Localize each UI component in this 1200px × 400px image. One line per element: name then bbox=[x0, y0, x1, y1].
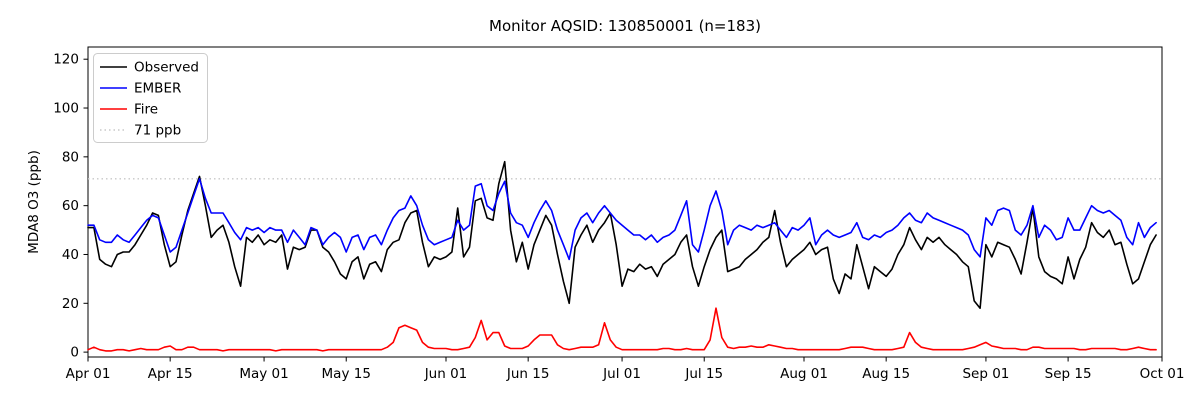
x-tick-label: May 15 bbox=[322, 366, 371, 382]
series-line-observed bbox=[87, 160, 1157, 310]
y-axis-ticks: 0 20 40 60 80 100 120 bbox=[53, 52, 88, 361]
y-tick-label: 60 bbox=[62, 198, 79, 214]
y-tick-label: 20 bbox=[62, 296, 79, 312]
y-tick-label: 80 bbox=[62, 149, 79, 165]
plot-frame bbox=[87, 46, 1163, 358]
chart-title: Monitor AQSID: 130850001 (n=183) bbox=[489, 17, 761, 35]
x-tick-label: Jul 15 bbox=[684, 366, 723, 382]
y-axis-label: MDA8 O3 (ppb) bbox=[26, 150, 42, 254]
legend-label-observed: Observed bbox=[134, 60, 199, 76]
legend-label-fire: Fire bbox=[134, 102, 158, 118]
series-lines bbox=[87, 160, 1157, 352]
x-tick-label: Sep 15 bbox=[1045, 366, 1092, 382]
x-tick-label: Sep 01 bbox=[962, 366, 1009, 382]
series-line-ember bbox=[87, 178, 1157, 261]
x-tick-label: Jul 01 bbox=[602, 366, 641, 382]
y-tick-label: 40 bbox=[62, 247, 79, 263]
x-tick-label: May 01 bbox=[239, 366, 288, 382]
x-tick-label: Aug 15 bbox=[862, 366, 910, 382]
x-tick-label: Aug 01 bbox=[780, 366, 828, 382]
x-tick-label: Apr 01 bbox=[66, 366, 111, 382]
x-tick-label: Apr 15 bbox=[148, 366, 193, 382]
x-tick-label: Oct 01 bbox=[1140, 366, 1185, 382]
x-axis-ticks: Apr 01 Apr 15 May 01 May 15 Jun 01 Jun 15 Jul … bbox=[66, 357, 1185, 382]
x-tick-label: Jun 15 bbox=[506, 366, 550, 382]
x-tick-label: Jun 01 bbox=[424, 366, 468, 382]
y-tick-label: 100 bbox=[53, 101, 79, 117]
y-tick-label: 120 bbox=[53, 52, 79, 68]
legend-label-71-ppb: 71 ppb bbox=[134, 123, 181, 139]
y-tick-label: 0 bbox=[70, 345, 79, 361]
series-line-fire bbox=[87, 307, 1157, 352]
legend: Observed EMBER Fire 71 ppb bbox=[93, 53, 208, 143]
legend-label-ember: EMBER bbox=[134, 81, 181, 97]
legend-box bbox=[93, 53, 208, 143]
plot-area bbox=[87, 46, 1163, 358]
